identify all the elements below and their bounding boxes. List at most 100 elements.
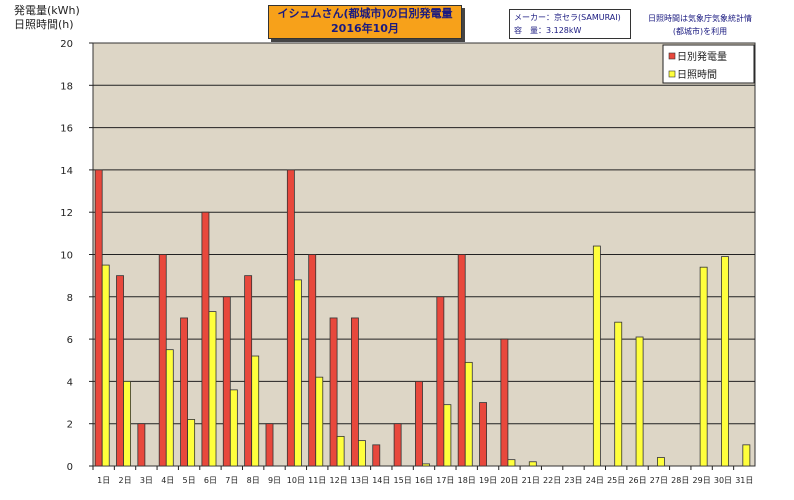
bar-sunshine [528, 461, 537, 467]
spec-capacity: 容 量：3.128kW [514, 26, 582, 35]
legend-label-generation: 日別発電量 [677, 50, 727, 63]
y-tick-labels: 0 2 4 6 8 10 12 14 16 18 20 [60, 39, 73, 473]
bar-generation [116, 275, 124, 467]
bar-generation [436, 296, 445, 467]
bar-generation [201, 211, 210, 467]
y-tick-label: 20 [60, 39, 73, 50]
bar-generation [415, 380, 423, 467]
x-tick-label: 24日 [586, 476, 604, 485]
x-tick-label: 12日 [329, 476, 347, 485]
bar-generation [308, 254, 317, 467]
bar-sunshine [699, 266, 708, 467]
bar-sunshine [251, 355, 260, 467]
x-tick-label: 16日 [415, 476, 433, 485]
x-tick-label: 25日 [607, 476, 625, 485]
bar-sunshine [208, 311, 217, 467]
bar-sunshine [422, 463, 430, 467]
x-tick-label: 11日 [308, 476, 326, 485]
x-tick-label: 28日 [671, 476, 689, 485]
y-axis-label: 発電量(kWh) 日照時間(h) [14, 4, 80, 32]
x-tick-label: 20日 [500, 476, 518, 485]
spec-box: メーカー：京セラ(SAMURAI) 容 量：3.128kW [509, 9, 631, 39]
chart-title: イシュムさん(都城市)の日別発電量 [277, 7, 453, 20]
x-tick-label: 27日 [650, 476, 668, 485]
x-tick-label: 18日 [458, 476, 476, 485]
bar-sunshine [657, 457, 665, 467]
y-tick-label: 10 [60, 251, 73, 262]
x-tick-label: 19日 [479, 476, 497, 485]
legend-box [662, 44, 755, 84]
x-tick-label: 22日 [543, 476, 561, 485]
sunshine-source-note: 日照時間は気象庁気象統計情 (都城市)を利用 [640, 12, 760, 38]
x-tick-label: 14日 [372, 476, 390, 485]
x-tick-label: 17日 [436, 476, 454, 485]
legend-swatch-generation [668, 52, 676, 60]
bar-generation [94, 169, 103, 467]
bar-sunshine [635, 336, 644, 467]
x-tick-label: 15日 [394, 476, 412, 485]
y-tick-label: 16 [60, 124, 73, 135]
x-tick-label: 3日 [140, 476, 153, 485]
note-line-2: (都城市)を利用 [672, 27, 728, 36]
bar-sunshine [592, 245, 601, 467]
bar-generation [286, 169, 295, 467]
bar-generation [222, 296, 231, 467]
bar-sunshine [614, 321, 623, 467]
bar-sunshine [123, 380, 131, 467]
bar-generation [137, 423, 146, 467]
x-tick-labels: 1日 2日 3日 4日 5日 6日 7日 8日 9日 10日 11日 12日 13日 14日 15日 16日 1… [92, 466, 753, 485]
x-tick-label: 1日 [97, 476, 110, 485]
x-tick-label: 13日 [351, 476, 369, 485]
x-tick-label: 2日 [118, 476, 131, 485]
bar-sunshine [721, 256, 729, 467]
legend: 日別発電量 日照時間 [662, 44, 755, 84]
x-tick-label: 4日 [161, 476, 174, 485]
bar-sunshine [507, 459, 516, 467]
bar-sunshine [229, 389, 238, 467]
x-tick-label: 8日 [247, 476, 260, 485]
bar-generation [180, 317, 189, 467]
x-tick-label: 10日 [287, 476, 305, 485]
y-tick-label: 6 [67, 335, 73, 346]
y-tick-label: 2 [67, 420, 73, 431]
bar-sunshine [101, 264, 110, 467]
legend-swatch-sunshine [668, 70, 676, 78]
bar-generation [158, 254, 167, 467]
y-tick-label: 0 [67, 462, 73, 473]
x-tick-label: 7日 [225, 476, 238, 485]
y-axis-label-sunshine: 日照時間(h) [14, 18, 74, 31]
y-tick-label: 12 [60, 208, 73, 219]
note-line-1: 日照時間は気象庁気象統計情 [648, 14, 752, 23]
legend-label-sunshine: 日照時間 [677, 69, 717, 81]
bar-generation [265, 423, 274, 467]
x-tick-label: 23日 [564, 476, 582, 485]
bar-sunshine [315, 376, 324, 467]
bar-sunshine [464, 361, 473, 467]
bars [94, 169, 751, 467]
bar-sunshine [443, 404, 452, 467]
bar-generation [244, 275, 253, 467]
x-tick-label: 6日 [204, 476, 217, 485]
y-axis-label-generation: 発電量(kWh) [14, 4, 80, 17]
bar-generation [393, 423, 402, 467]
x-tick-label: 5日 [183, 476, 196, 485]
y-tick-label: 4 [67, 377, 73, 388]
x-tick-label: 30日 [714, 476, 732, 485]
x-tick-label: 29日 [693, 476, 711, 485]
y-tick-label: 14 [60, 166, 73, 177]
chart-title-box: イシュムさん(都城市)の日別発電量 2016年10月 [268, 5, 462, 39]
bar-sunshine [187, 419, 196, 467]
bar-generation [372, 444, 381, 467]
bar-sunshine [742, 444, 751, 467]
x-tick-label: 21日 [522, 476, 540, 485]
spec-maker: メーカー：京セラ(SAMURAI) [514, 13, 621, 22]
bar-generation [350, 317, 359, 467]
bar-generation [329, 317, 338, 467]
y-tick-label: 8 [67, 293, 73, 304]
x-tick-label: 26日 [628, 476, 646, 485]
bar-sunshine [358, 440, 366, 467]
x-tick-label: 9日 [268, 476, 281, 485]
bar-generation [457, 254, 466, 467]
y-tick-label: 18 [60, 81, 73, 92]
